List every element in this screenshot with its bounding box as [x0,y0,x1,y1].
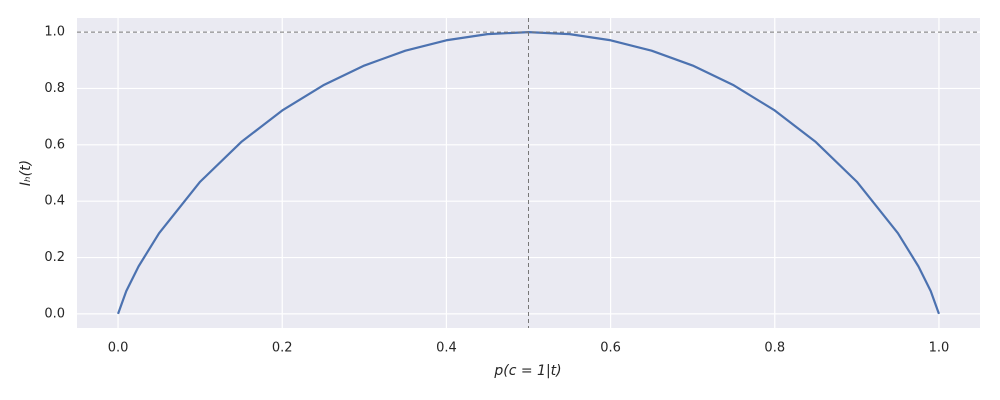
x-tick-label: 0.6 [600,341,621,356]
y-tick-label: 0.8 [44,81,65,96]
y-tick-label: 0.4 [44,194,65,209]
marks [77,18,980,328]
y-tick-label: 0.0 [44,306,65,321]
y-axis-label: Iₕ(t) [18,160,34,186]
x-tick-label: 0.4 [436,341,457,356]
y-tick-label: 1.0 [44,25,65,40]
y-tick-label: 0.2 [44,250,65,265]
x-tick-label: 0.0 [108,341,129,356]
x-tick-label: 1.0 [929,341,950,356]
x-tick-label: 0.2 [272,341,293,356]
x-tick-label: 0.8 [764,341,785,356]
y-tick-label: 0.6 [44,137,65,152]
x-axis-label: p(c = 1|t) [493,363,561,379]
